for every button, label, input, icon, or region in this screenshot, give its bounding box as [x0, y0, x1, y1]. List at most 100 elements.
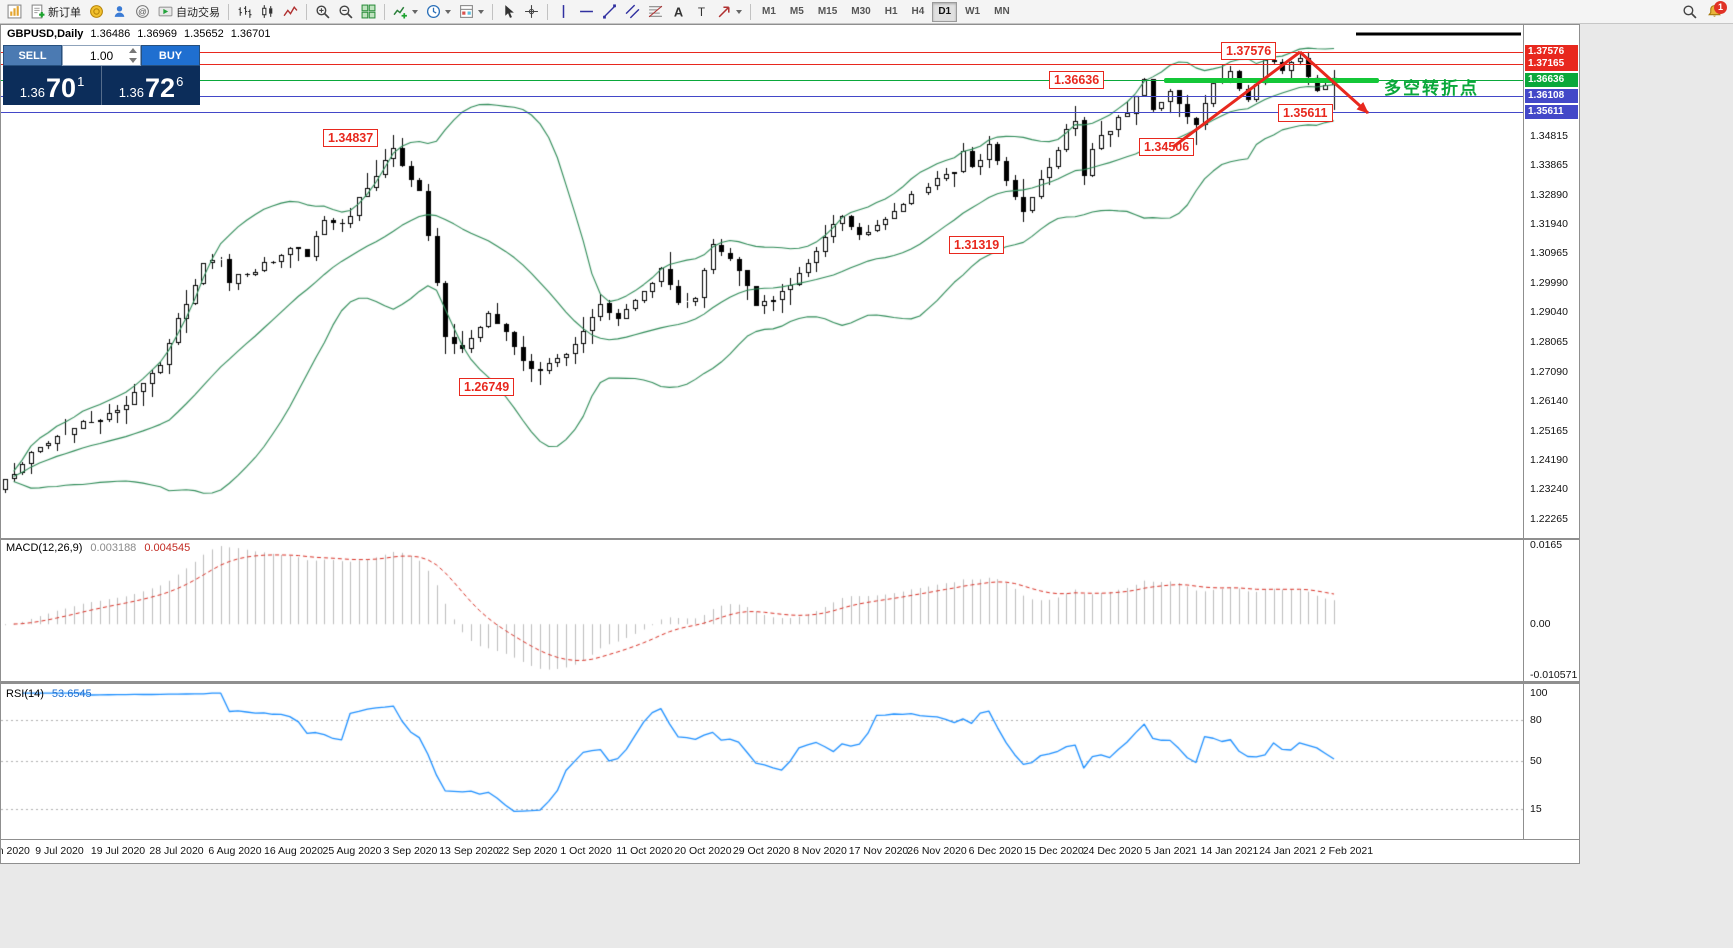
trendline-tool-button[interactable]: [598, 1, 621, 22]
timeframe-m1-button[interactable]: M1: [756, 2, 782, 22]
notification-badge: 1: [1714, 1, 1727, 14]
dropdown-caret-icon[interactable]: [736, 9, 742, 14]
quote-panel: 1.36 70 1 1.36 72 6: [3, 66, 200, 105]
fibonacci-icon: [648, 4, 663, 19]
sell-button[interactable]: SELL: [3, 45, 62, 66]
rsi-panel-canvas[interactable]: [1, 685, 1523, 839]
timeframe-m5-button[interactable]: M5: [784, 2, 810, 22]
deposit-button[interactable]: [85, 1, 108, 22]
tile-windows-button[interactable]: [357, 1, 380, 22]
mql-community-button[interactable]: [131, 1, 154, 22]
timeframe-m15-button[interactable]: M15: [812, 2, 843, 22]
trend-arrow-down[interactable]: [1298, 50, 1370, 115]
zoom-in-button[interactable]: [311, 1, 334, 22]
dropdown-caret-icon[interactable]: [412, 9, 418, 14]
panel-resize-separator[interactable]: [1, 681, 1579, 684]
toolbar-separator: [228, 3, 229, 20]
timeframe-mn-button[interactable]: MN: [988, 2, 1016, 22]
price-axis-tick: 1.22265: [1530, 513, 1568, 525]
arrows-tool-button[interactable]: [713, 1, 746, 22]
thick-green-line-object[interactable]: [1164, 78, 1379, 83]
autotrading-label: 自动交易: [176, 6, 220, 19]
templates-button[interactable]: [455, 1, 488, 22]
zoom-out-button[interactable]: [334, 1, 357, 22]
date-axis-label: 8 Nov 2020: [793, 845, 847, 857]
arrows-icon: [717, 4, 732, 19]
search-button[interactable]: [1678, 1, 1701, 22]
hline-1.37576[interactable]: [1, 52, 1523, 53]
volume-spinner[interactable]: [127, 48, 138, 63]
indicators-button[interactable]: [389, 1, 422, 22]
bar-chart-mode-button[interactable]: [233, 1, 256, 22]
line-chart-mode-button[interactable]: [279, 1, 302, 22]
date-axis-label: 6 Dec 2020: [968, 845, 1023, 857]
dropdown-caret-icon[interactable]: [445, 9, 451, 14]
fibonacci-tool-button[interactable]: [644, 1, 667, 22]
date-axis-label: 2 Feb 2021: [1319, 845, 1374, 857]
timeframe-d1-button[interactable]: D1: [932, 1, 958, 22]
price-annotation-1.36636[interactable]: 1.36636: [1049, 71, 1105, 89]
price-annotation-1.26749[interactable]: 1.26749: [459, 378, 515, 396]
price-axis-tick: 1.34815: [1530, 130, 1568, 142]
timeframe-h4-button[interactable]: H4: [906, 2, 931, 22]
date-axis-label: 19 Jul 2020: [90, 845, 146, 857]
date-axis-label: 5 Jan 2021: [1145, 845, 1197, 857]
timeframe-m30-button[interactable]: M30: [845, 2, 876, 22]
rsi-value: 53.6545: [51, 688, 92, 700]
periods-button[interactable]: [422, 1, 455, 22]
new-chart-icon: [7, 4, 22, 19]
vertical-line-tool-button[interactable]: [552, 1, 575, 22]
hline-1.35611[interactable]: [1, 112, 1523, 113]
candlestick-mode-button[interactable]: [256, 1, 279, 22]
panel-resize-separator[interactable]: [1, 538, 1579, 540]
timeframe-w1-button[interactable]: W1: [959, 2, 986, 22]
hline-1.37165[interactable]: [1, 64, 1523, 65]
notifications-button[interactable]: 1: [1703, 1, 1727, 22]
sell-price: 1.36 70 1: [3, 66, 101, 105]
new-order-button[interactable]: 新订单: [26, 1, 85, 22]
price-annotation-1.31319[interactable]: 1.31319: [949, 236, 1005, 254]
turning-point-note-label[interactable]: 多空转折点: [1384, 79, 1479, 98]
hline-1.36108[interactable]: [1, 96, 1523, 97]
volume-input[interactable]: 1.00: [62, 45, 141, 66]
price-tag-1.36108: 1.36108: [1525, 89, 1578, 103]
bar-chart-icon: [237, 4, 252, 19]
sell-price-point: 1: [77, 74, 85, 89]
one-click-trading-panel: SELL 1.00 BUY 1.36 70 1 1.36 72 6: [3, 45, 200, 105]
crosshair-tool-button[interactable]: [520, 1, 543, 22]
channel-tool-button[interactable]: [621, 1, 644, 22]
rsi-name: RSI(14): [6, 688, 44, 700]
price-axis-tick: 1.32890: [1530, 189, 1568, 201]
price-annotation-1.35611[interactable]: 1.35611: [1278, 104, 1333, 122]
price-axis-tick: 1.29040: [1530, 306, 1568, 318]
timeframe-h1-button[interactable]: H1: [879, 2, 904, 22]
buy-button[interactable]: BUY: [141, 45, 200, 66]
templates-icon: [459, 4, 474, 19]
price-annotation-1.34506[interactable]: 1.34506: [1139, 138, 1195, 156]
spinner-up-icon[interactable]: [128, 48, 137, 53]
horizontal-line-tool-button[interactable]: [575, 1, 598, 22]
dropdown-caret-icon[interactable]: [478, 9, 484, 14]
text-tool-button[interactable]: [667, 1, 690, 22]
macd-panel-canvas[interactable]: [1, 540, 1523, 681]
date-axis-label: 15 Dec 2020: [1024, 845, 1084, 857]
price-annotation-1.34837[interactable]: 1.34837: [323, 129, 379, 147]
buy-price-point: 6: [176, 74, 184, 89]
autotrading-button[interactable]: 自动交易: [154, 1, 224, 22]
label-tool-button[interactable]: [690, 1, 713, 22]
trend-arrow-up[interactable]: [1172, 50, 1301, 149]
price-annotation-1.37576[interactable]: 1.37576: [1221, 42, 1277, 60]
spinner-down-icon[interactable]: [128, 58, 137, 63]
new-chart-button[interactable]: [3, 1, 26, 22]
date-axis-label: 6 Aug 2020: [208, 845, 262, 857]
hline-1.36636[interactable]: [1, 80, 1523, 81]
community-button[interactable]: [108, 1, 131, 22]
sell-price-pips: 70: [46, 73, 77, 104]
price-axis-tick: 1.28065: [1530, 336, 1568, 348]
line-chart-icon: [283, 4, 298, 19]
cursor-tool-button[interactable]: [497, 1, 520, 22]
price-chart-canvas[interactable]: [1, 25, 1523, 538]
price-axis[interactable]: 1.34815 1.33865 1.32890 1.31940 1.30965 1.299…: [1523, 25, 1579, 839]
chart-window: 1.34837 1.26749 1.31319 1.36636 1.34506 1.375…: [0, 24, 1580, 864]
